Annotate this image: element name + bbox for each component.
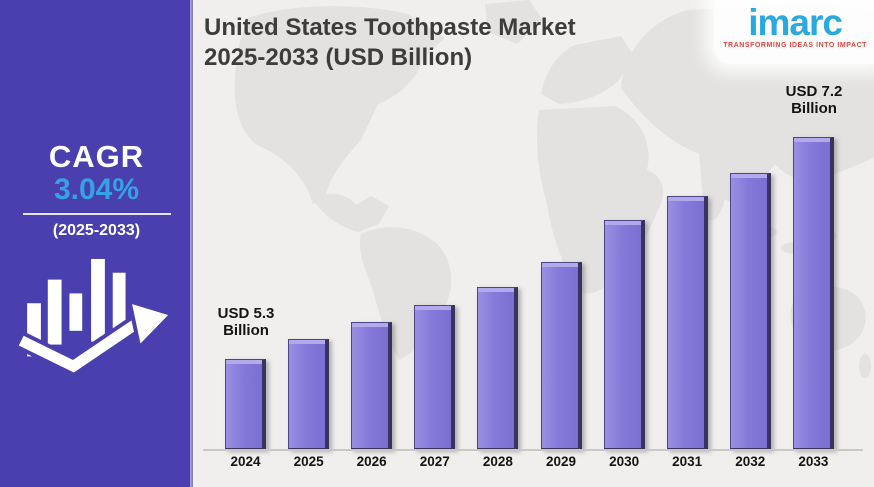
bar-2029 bbox=[540, 262, 582, 450]
bar-2031 bbox=[666, 196, 708, 450]
data-label-2033: USD 7.2 Billion bbox=[768, 83, 860, 117]
x-axis-label-2031: 2031 bbox=[672, 454, 703, 469]
bars-layer: 2024 2025 2026 2027 2028 2029 2030 2031 2032 2033 bbox=[193, 0, 874, 487]
bar-2027 bbox=[414, 305, 456, 450]
cagr-period: (2025-2033) bbox=[52, 222, 141, 239]
bar-2024 bbox=[225, 359, 266, 450]
imarc-tagline: TRANSFORMING IDEAS INTO IMPACT bbox=[723, 42, 867, 49]
cagr-label: CAGR bbox=[48, 139, 145, 174]
data-label-2033-line2: Billion bbox=[791, 100, 837, 117]
chart-area: United States Toothpaste Market 2025-203… bbox=[193, 0, 874, 487]
x-axis-label-2026: 2026 bbox=[356, 454, 387, 469]
bar-2032 bbox=[729, 173, 771, 450]
x-axis-line bbox=[203, 449, 863, 451]
bar-2028 bbox=[477, 287, 519, 450]
x-axis-label-2030: 2030 bbox=[609, 454, 640, 469]
data-label-2024-line2: Billion bbox=[223, 322, 269, 339]
x-axis-label-2024: 2024 bbox=[230, 454, 261, 469]
logo-backdrop bbox=[714, 0, 874, 64]
x-axis-label-2027: 2027 bbox=[419, 454, 450, 469]
page-title: United States Toothpaste Market 2025-203… bbox=[204, 13, 576, 73]
imarc-logo: imarc TRANSFORMING IDEAS INTO IMPACT bbox=[723, 4, 867, 49]
bar-2033 bbox=[792, 137, 834, 450]
title-line-1: United States Toothpaste Market bbox=[204, 14, 576, 41]
bar-2026 bbox=[351, 322, 393, 450]
divider-line bbox=[22, 213, 171, 215]
x-axis-label-2028: 2028 bbox=[482, 454, 513, 469]
title-line-2: 2025-2033 (USD Billion) bbox=[204, 44, 473, 71]
imarc-wordmark: imarc bbox=[748, 2, 843, 43]
data-label-2033-line1: USD 7.2 bbox=[785, 83, 843, 100]
x-axis-label-2033: 2033 bbox=[798, 454, 829, 469]
data-label-2024-line1: USD 5.3 bbox=[217, 305, 275, 322]
bar-2025 bbox=[288, 339, 330, 450]
bar-2030 bbox=[603, 220, 645, 450]
x-axis-label-2032: 2032 bbox=[735, 454, 766, 469]
growth-chart-arrow-icon bbox=[16, 256, 175, 385]
x-axis-label-2029: 2029 bbox=[545, 454, 577, 469]
cagr-panel: CAGR 3.04% (2025-2033) bbox=[0, 0, 196, 487]
cagr-value: 3.04% bbox=[53, 173, 140, 206]
x-axis-label-2025: 2025 bbox=[293, 454, 324, 469]
data-label-2024: USD 5.3 Billion bbox=[200, 305, 292, 339]
